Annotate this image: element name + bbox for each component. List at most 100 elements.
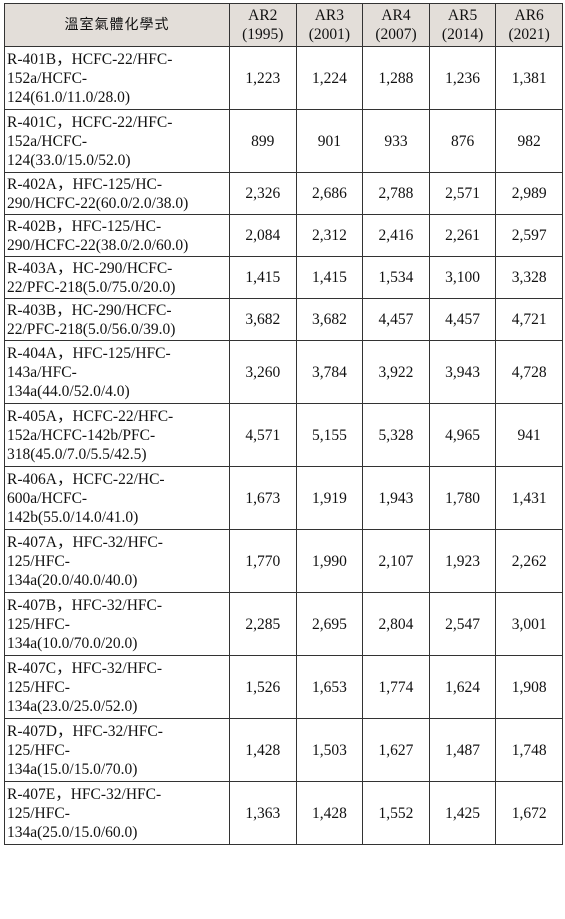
refrigerant-name-cell: R-401B，HCFC-22/HFC- 152a/HCFC- 124(61.0/11… [4,46,230,110]
header-ar4-label: AR4 [381,7,411,24]
header-ar3-label: AR3 [314,7,345,24]
gwp-value-ar2: 1,428 [229,718,297,782]
header-ar6-year: (2021) [508,26,550,43]
gwp-value-ar5: 876 [428,109,497,173]
gwp-value-ar4: 1,943 [362,466,430,530]
table-row: R-403B，HC-290/HCFC- 22/PFC-218(5.0/56.0/3… [4,298,563,341]
gwp-value-ar6: 3,001 [495,592,563,656]
gwp-value-ar4: 2,788 [362,172,430,215]
gwp-value-ar3: 1,428 [295,781,364,845]
refrigerant-name-line: 142b(55.0/14.0/41.0) [7,508,139,526]
refrigerant-name-line: R-403B，HC-290/HCFC- [7,301,172,319]
refrigerant-name-line: R-407C，HFC-32/HFC- [7,659,163,677]
refrigerant-name-line: 143a/HFC- [7,363,77,381]
gwp-value-ar4: 1,288 [362,46,430,110]
gwp-value-ar5: 1,780 [428,466,497,530]
gwp-value-ar3: 2,695 [295,592,364,656]
table-row: R-403A，HC-290/HCFC- 22/PFC-218(5.0/75.0/2… [4,256,563,299]
gwp-value-ar3: 1,503 [295,718,364,782]
gwp-value-ar2: 2,084 [229,214,297,257]
table-row: R-406A，HCFC-22/HC- 600a/HCFC- 142b(55.0/14… [4,466,563,530]
refrigerant-name-cell: R-407B，HFC-32/HFC- 125/HFC- 134a(10.0/70.0… [4,592,230,656]
table-header: 溫室氣體化學式 AR2 (1995) AR3 (2001) AR4 (2007)… [4,3,563,47]
refrigerant-name-cell: R-403A，HC-290/HCFC- 22/PFC-218(5.0/75.0/2… [4,256,230,299]
gwp-value-ar6: 2,262 [495,529,563,593]
refrigerant-name-cell: R-404A，HFC-125/HFC- 143a/HFC- 134a(44.0/52… [4,340,230,404]
refrigerant-name-line: 124(33.0/15.0/52.0) [7,151,131,169]
gwp-value-ar6: 4,721 [495,298,563,341]
refrigerant-name-line: 134a(10.0/70.0/20.0) [7,634,138,652]
refrigerant-name-line: R-401C，HCFC-22/HFC- [7,113,173,131]
gwp-value-ar2: 1,415 [229,256,297,299]
refrigerant-name-line: R-402A，HFC-125/HC- [7,175,163,193]
refrigerant-name-line: 600a/HCFC- [7,489,88,507]
refrigerant-name-line: R-407E，HFC-32/HFC- [7,785,162,803]
table-row: R-404A，HFC-125/HFC- 143a/HFC- 134a(44.0/52… [4,340,563,404]
gwp-value-ar5: 3,943 [428,340,497,404]
table-row: R-402A，HFC-125/HC- 290/HCFC-22(60.0/2.0/3… [4,172,563,215]
table-row: R-407D，HFC-32/HFC- 125/HFC- 134a(15.0/15.0… [4,718,563,782]
gwp-value-ar4: 4,457 [362,298,430,341]
gwp-value-ar3: 1,919 [295,466,364,530]
gwp-value-ar2: 1,363 [229,781,297,845]
header-ar6: AR6 (2021) [495,3,563,47]
refrigerant-name-line: R-407D，HFC-32/HFC- [7,722,163,740]
refrigerant-name-line: 290/HCFC-22(38.0/2.0/60.0) [7,236,189,254]
gwp-value-ar4: 1,774 [362,655,430,719]
header-ar3: AR3 (2001) [295,3,364,47]
gwp-value-ar4: 2,107 [362,529,430,593]
gwp-value-ar2: 1,223 [229,46,297,110]
gwp-value-ar3: 2,312 [295,214,364,257]
gwp-value-ar5: 2,261 [428,214,497,257]
gwp-value-ar4: 2,804 [362,592,430,656]
gwp-value-ar3: 5,155 [295,403,364,467]
refrigerant-name-line: 134a(44.0/52.0/4.0) [7,382,130,400]
refrigerant-name-line: 290/HCFC-22(60.0/2.0/38.0) [7,194,189,212]
refrigerant-name-line: R-407A，HFC-32/HFC- [7,533,163,551]
gwp-value-ar2: 1,526 [229,655,297,719]
gwp-value-ar3: 3,682 [295,298,364,341]
refrigerant-name-cell: R-407C，HFC-32/HFC- 125/HFC- 134a(23.0/25.0… [4,655,230,719]
header-ar5-label: AR5 [447,7,478,24]
refrigerant-name-line: 125/HFC- [7,615,70,633]
gwp-value-ar5: 4,965 [428,403,497,467]
gwp-value-ar5: 1,624 [428,655,497,719]
refrigerant-name-cell: R-402B，HFC-125/HC- 290/HCFC-22(38.0/2.0/6… [4,214,230,257]
gwp-value-ar4: 933 [362,109,430,173]
gwp-value-ar6: 982 [495,109,563,173]
gwp-value-ar2: 1,770 [229,529,297,593]
gwp-value-ar6: 3,328 [495,256,563,299]
gwp-value-ar5: 3,100 [428,256,497,299]
refrigerant-name-line: 125/HFC- [7,804,70,822]
refrigerant-name-line: R-407B，HFC-32/HFC- [7,596,163,614]
gwp-value-ar5: 2,571 [428,172,497,215]
refrigerant-name-line: R-404A，HFC-125/HFC- [7,344,171,362]
refrigerant-name-cell: R-406A，HCFC-22/HC- 600a/HCFC- 142b(55.0/14… [4,466,230,530]
gwp-value-ar4: 3,922 [362,340,430,404]
gwp-value-ar6: 941 [495,403,563,467]
header-row: 溫室氣體化學式 AR2 (1995) AR3 (2001) AR4 (2007)… [4,3,563,47]
table-row: R-407B，HFC-32/HFC- 125/HFC- 134a(10.0/70.0… [4,592,563,656]
refrigerant-name-line: 134a(25.0/15.0/60.0) [7,823,138,841]
refrigerant-name-line: 22/PFC-218(5.0/56.0/39.0) [7,320,176,338]
header-ar6-label: AR6 [514,7,544,24]
refrigerant-name-line: 22/PFC-218(5.0/75.0/20.0) [7,278,176,296]
refrigerant-name-line: 152a/HCFC- [7,69,88,87]
refrigerant-name-line: 125/HFC- [7,741,70,759]
refrigerant-name-line: 134a(23.0/25.0/52.0) [7,697,138,715]
gwp-value-ar2: 2,326 [229,172,297,215]
gwp-value-ar4: 1,534 [362,256,430,299]
table-row: R-407C，HFC-32/HFC- 125/HFC- 134a(23.0/25.0… [4,655,563,719]
gwp-table-container: 溫室氣體化學式 AR2 (1995) AR3 (2001) AR4 (2007)… [4,3,563,845]
refrigerant-name-line: R-406A，HCFC-22/HC- [7,470,165,488]
gwp-table: 溫室氣體化學式 AR2 (1995) AR3 (2001) AR4 (2007)… [4,3,563,845]
header-ar4: AR4 (2007) [362,3,430,47]
table-row: R-407A，HFC-32/HFC- 125/HFC- 134a(20.0/40.0… [4,529,563,593]
refrigerant-name-line: 152a/HCFC-142b/PFC- [7,426,156,444]
refrigerant-name-line: 124(61.0/11.0/28.0) [7,88,130,106]
gwp-value-ar6: 1,431 [495,466,563,530]
refrigerant-name-cell: R-401C，HCFC-22/HFC- 152a/HCFC- 124(33.0/15… [4,109,230,173]
table-row: R-405A，HCFC-22/HFC- 152a/HCFC-142b/PFC- 31… [4,403,563,467]
table-row: R-401B，HCFC-22/HFC- 152a/HCFC- 124(61.0/11… [4,46,563,110]
header-chemical-formula: 溫室氣體化學式 [4,3,230,47]
